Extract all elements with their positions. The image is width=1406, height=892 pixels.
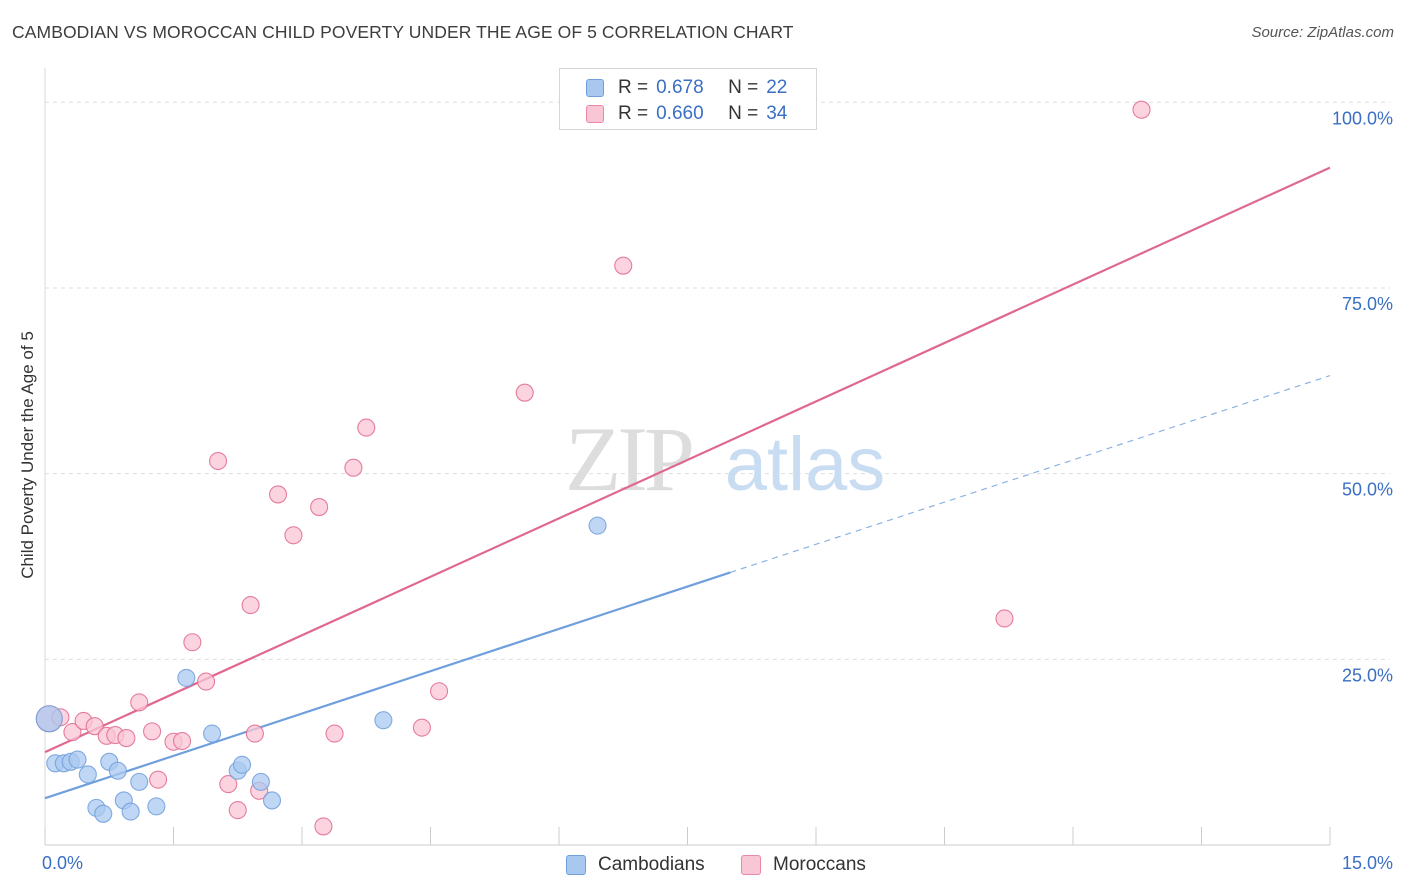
watermark: ZIP atlas — [565, 408, 885, 510]
legend-swatch-cambodians — [566, 855, 586, 875]
source-label: Source: ZipAtlas.com — [1251, 24, 1394, 41]
data-point-moroccans — [208, 451, 228, 471]
trend-line-moroccans — [44, 166, 1331, 754]
data-point-cambodians — [78, 765, 97, 784]
n-label: N = — [728, 103, 759, 124]
stats-legend-row-moroccans: R = 0.660 N = 34 — [586, 102, 787, 126]
stats-legend: R = 0.678 N = 22 R = 0.660 N = 34 — [559, 68, 817, 130]
data-point-cambodians — [68, 750, 87, 769]
r-label: R = — [618, 77, 649, 98]
data-point-moroccans — [130, 693, 149, 712]
data-point-moroccans — [412, 718, 431, 737]
y-tick-label: 100.0% — [1332, 108, 1393, 128]
legend-swatch-moroccans — [741, 855, 761, 875]
data-point-moroccans — [344, 458, 363, 477]
data-point-moroccans — [143, 722, 162, 741]
n-value: 34 — [766, 103, 788, 124]
data-point-moroccans — [63, 723, 82, 742]
data-point-moroccans — [314, 817, 333, 836]
data-point-cambodians — [108, 761, 127, 780]
x-tick-label: 0.0% — [42, 853, 83, 873]
data-point-cambodians — [232, 755, 252, 774]
data-point-moroccans — [219, 775, 238, 794]
data-point-moroccans — [284, 526, 303, 545]
data-points — [35, 100, 1151, 836]
y-tick-label: 75.0% — [1342, 294, 1393, 314]
y-tick-label: 50.0% — [1342, 480, 1393, 500]
tick-labels: 25.0% 50.0% 75.0% 100.0% 0.0% 15.0% — [42, 108, 1393, 873]
r-value: 0.678 — [656, 77, 704, 98]
watermark-zip: ZIP — [565, 408, 692, 510]
data-point-moroccans — [183, 633, 202, 652]
data-point-cambodians — [35, 705, 63, 733]
data-point-moroccans — [149, 770, 168, 789]
data-point-cambodians — [251, 772, 270, 791]
data-point-moroccans — [515, 383, 534, 402]
data-point-moroccans — [173, 731, 192, 751]
stats-legend-row-cambodians: R = 0.678 N = 22 — [586, 76, 787, 100]
data-point-cambodians — [374, 711, 393, 730]
data-point-moroccans — [430, 682, 449, 701]
data-point-cambodians — [94, 804, 113, 823]
data-point-cambodians — [121, 802, 140, 821]
legend-swatch-moroccans — [586, 105, 604, 123]
data-point-moroccans — [85, 717, 104, 736]
r-value: 0.660 — [656, 103, 704, 124]
legend-label-cambodians: Cambodians — [598, 854, 705, 875]
data-point-moroccans — [268, 485, 288, 504]
data-point-moroccans — [614, 256, 633, 275]
data-point-moroccans — [1132, 100, 1151, 119]
n-label: N = — [728, 77, 759, 98]
data-point-moroccans — [357, 418, 376, 437]
chart-title: CAMBODIAN VS MOROCCAN CHILD POVERTY UNDE… — [12, 22, 794, 42]
watermark-atlas: atlas — [725, 422, 886, 507]
data-point-moroccans — [995, 609, 1014, 628]
data-point-cambodians — [588, 516, 607, 535]
data-point-cambodians — [262, 791, 282, 810]
legend-item-cambodians[interactable]: Cambodians — [566, 852, 705, 878]
legend-item-moroccans[interactable]: Moroccans — [741, 852, 866, 878]
grid-lines — [45, 101, 1390, 660]
data-point-moroccans — [241, 596, 260, 615]
data-point-moroccans — [228, 801, 247, 820]
data-point-moroccans — [325, 724, 344, 743]
x-tick-label: 15.0% — [1342, 853, 1393, 873]
legend-label-moroccans: Moroccans — [773, 854, 866, 875]
y-tick-label: 25.0% — [1342, 665, 1393, 685]
n-value: 22 — [766, 77, 788, 98]
data-point-cambodians — [203, 724, 222, 743]
data-point-moroccans — [117, 728, 136, 748]
data-point-moroccans — [197, 672, 216, 691]
data-point-cambodians — [177, 668, 196, 687]
data-point-moroccans — [245, 724, 264, 743]
data-point-moroccans — [310, 498, 329, 517]
trend-lines — [44, 166, 1331, 800]
r-label: R = — [618, 103, 649, 124]
trend-line-cambodians — [44, 571, 731, 800]
legend-swatch-cambodians — [586, 79, 604, 97]
data-point-cambodians — [147, 797, 166, 816]
data-point-cambodians — [130, 772, 149, 791]
